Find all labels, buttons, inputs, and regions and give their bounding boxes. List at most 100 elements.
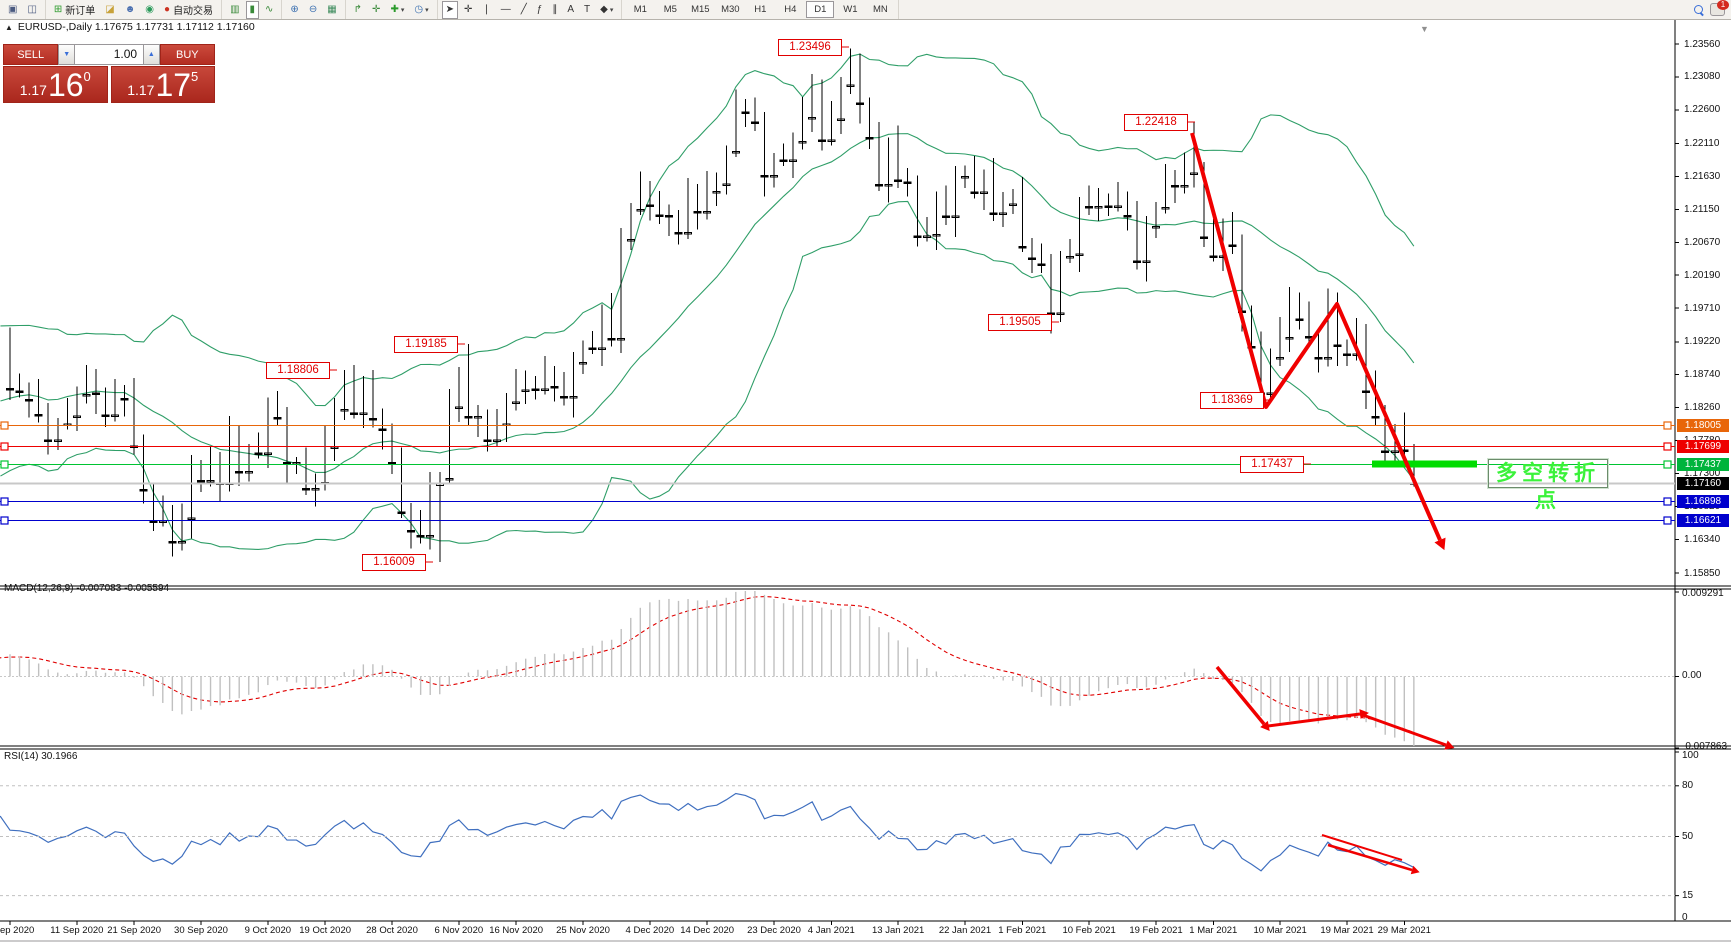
zoom-in-button[interactable]: ⊕: [286, 1, 302, 19]
eraser-icon: ◪: [105, 3, 115, 15]
text-button[interactable]: A: [563, 1, 578, 19]
price-axis-tick: 1.22600: [1684, 104, 1721, 116]
bar-chart-button[interactable]: ▥: [226, 1, 243, 19]
new-order-button[interactable]: ⊞ 新订单: [50, 1, 99, 19]
price-axis-tick: 1.22110: [1684, 137, 1720, 149]
search-icon[interactable]: [1694, 4, 1704, 16]
price-axis-tick: 1.19220: [1684, 336, 1721, 348]
toolbar-group-4: ↱ ✛ ✚ ▾ ◷ ▾: [346, 0, 438, 19]
signal-button[interactable]: ◉: [141, 1, 158, 19]
toolbar-group-3: ⊕ ⊖ ▦: [282, 0, 346, 19]
vertical-line-button[interactable]: ❘: [478, 1, 494, 19]
dropdown-caret-icon[interactable]: ▾: [400, 6, 405, 14]
zoom-in-icon: ⊕: [290, 3, 299, 15]
timeframe-button-h1[interactable]: H1: [754, 4, 767, 15]
chart-shift-marker-icon[interactable]: ▼: [1420, 24, 1429, 34]
channel-button[interactable]: ∥: [548, 1, 561, 19]
dropdown-caret-icon[interactable]: ▾: [609, 6, 614, 14]
turning-point-annotation[interactable]: 多空转折点: [1487, 458, 1609, 512]
arrange-window-button[interactable]: ↱: [350, 1, 366, 19]
fibonacci-icon: ƒ: [536, 3, 543, 15]
horizontal-line-button[interactable]: —: [497, 1, 515, 19]
channel-icon: ∥: [552, 3, 558, 15]
zoom-out-button[interactable]: ⊖: [305, 1, 321, 19]
price-annotation-label[interactable]: 1.18806: [266, 362, 330, 379]
trendline-icon: ╱: [520, 3, 527, 15]
chart-window-icon: ▣: [8, 3, 18, 15]
date-axis-label: 14 Dec 2020: [680, 925, 735, 936]
price-axis-tick: 1.23080: [1684, 71, 1721, 83]
date-axis-label: 28 Oct 2020: [366, 925, 418, 936]
price-axis-tick: 1.20190: [1684, 269, 1721, 281]
price-annotation-label[interactable]: 1.22418: [1124, 114, 1188, 131]
timeframe-button-d1[interactable]: D1: [806, 1, 835, 18]
volume-field[interactable]: 1.00: [74, 44, 144, 65]
date-axis-label: 30 Sep 2020: [174, 925, 228, 936]
volume-up-button[interactable]: ▲: [143, 44, 160, 65]
add-indicator-button[interactable]: ✚ ▾: [386, 1, 408, 19]
price-axis-tick: 1.19710: [1684, 302, 1721, 314]
line-chart-icon: ∿: [265, 3, 274, 15]
price-annotation-label[interactable]: 1.19505: [988, 314, 1052, 331]
date-axis-label: 1 Feb 2021: [998, 925, 1047, 936]
sell-price-button[interactable]: 1.17 16 0: [3, 66, 108, 103]
symbol-collapse-icon[interactable]: ▲: [5, 22, 13, 32]
fibonacci-button[interactable]: ƒ: [533, 1, 547, 19]
zoom-out-icon: ⊖: [308, 3, 318, 15]
tile-windows-button[interactable]: ▦: [323, 1, 340, 19]
chart-magnifier-button[interactable]: ◫: [23, 1, 40, 19]
date-axis-label: 19 Oct 2020: [299, 925, 352, 936]
cursor-button[interactable]: ➤: [441, 0, 458, 19]
dropdown-caret-icon[interactable]: ▾: [425, 6, 429, 14]
period-clock-button[interactable]: ◷ ▾: [410, 1, 432, 19]
price-annotation-label[interactable]: 1.16009: [362, 554, 426, 571]
price-tag: 1.17437: [1677, 457, 1729, 471]
chart-window-button[interactable]: ▣: [4, 1, 21, 19]
timeframe-button-m1[interactable]: M1: [633, 4, 647, 15]
rsi-label: RSI(14) 30.1966: [4, 751, 78, 762]
new-window-button[interactable]: ✛: [368, 1, 384, 19]
price-annotation-label[interactable]: 1.18369: [1200, 392, 1264, 409]
trendline-button[interactable]: ╱: [517, 1, 531, 19]
horizontal-line-icon: —: [500, 3, 511, 15]
price-axis-tick: 1.16340: [1684, 533, 1721, 545]
line-chart-button[interactable]: ∿: [261, 1, 277, 19]
sell-button[interactable]: SELL: [3, 44, 59, 65]
rsi-scale-15: 15: [1682, 890, 1694, 902]
timeframe-button-m5[interactable]: M5: [663, 4, 677, 15]
profile-button[interactable]: ☻: [121, 1, 140, 19]
timeframe-button-m15[interactable]: M15: [691, 4, 710, 15]
candlestick-chart-button[interactable]: ▮: [245, 0, 260, 19]
autotrade-label: 自动交易: [173, 6, 214, 17]
buy-button[interactable]: BUY: [159, 44, 215, 65]
date-axis-label: 2 Sep 2020: [0, 925, 35, 936]
buy-price-sup: 5: [191, 69, 199, 84]
notifications-icon[interactable]: 1: [1710, 0, 1729, 16]
autotrade-button[interactable]: ● 自动交易: [160, 1, 217, 19]
date-axis-label: 22 Jan 2021: [938, 925, 992, 936]
crosshair-icon: ✛: [463, 3, 473, 15]
price-axis-tick: 1.21150: [1684, 203, 1720, 215]
date-axis-label: 11 Sep 2020: [50, 925, 104, 936]
price-annotation-label[interactable]: 1.19185: [394, 336, 458, 353]
volume-down-button[interactable]: ▼: [58, 44, 75, 65]
shapes-button[interactable]: ◆ ▾: [596, 1, 617, 19]
timeframe-button-mn[interactable]: MN: [872, 4, 888, 15]
date-axis-label: 6 Nov 2020: [434, 925, 484, 936]
timeframe-button-h4[interactable]: H4: [784, 4, 797, 15]
price-annotation-label[interactable]: 1.23496: [778, 39, 842, 56]
buy-price-prefix: 1.17: [127, 82, 155, 98]
buy-price-button[interactable]: 1.17 17 5: [110, 66, 215, 103]
buy-price-big: 17: [155, 67, 192, 103]
price-tag: 1.16621: [1677, 513, 1729, 527]
timeframe-button-m30[interactable]: M30: [721, 4, 740, 15]
eraser-button[interactable]: ◪: [101, 1, 118, 19]
date-axis-label: 19 Mar 2021: [1320, 925, 1374, 936]
label-button[interactable]: T: [580, 1, 594, 19]
price-annotation-label[interactable]: 1.17437: [1240, 456, 1304, 473]
price-tag: 1.18005: [1677, 418, 1729, 432]
timeframe-button-w1[interactable]: W1: [843, 4, 858, 15]
crosshair-button[interactable]: ✛: [460, 1, 476, 19]
macd-scale-top: 0.009291: [1682, 588, 1724, 599]
